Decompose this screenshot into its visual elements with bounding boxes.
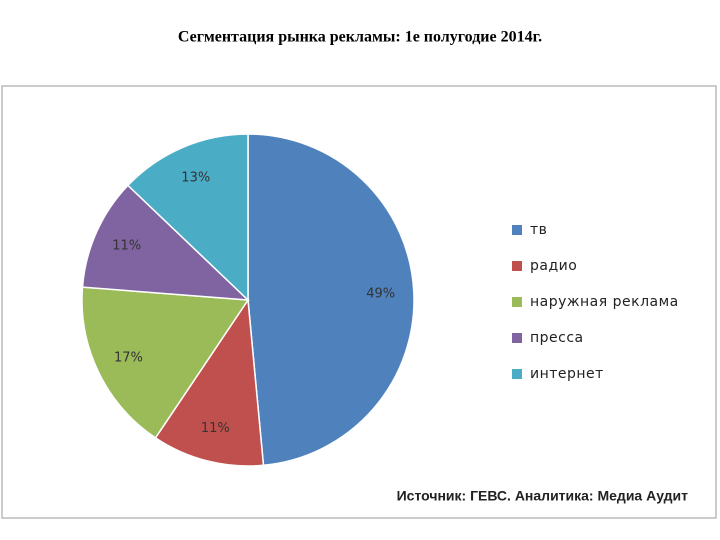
pie-slice xyxy=(247,133,415,467)
slice-label: 17% xyxy=(114,350,143,365)
legend-label: наружная реклама xyxy=(530,294,679,310)
pie-slice xyxy=(126,133,249,302)
slice-label: 11% xyxy=(201,421,230,436)
pie-slice xyxy=(81,184,251,301)
legend-swatch xyxy=(512,261,522,271)
legend-swatch xyxy=(512,225,522,235)
legend-swatch xyxy=(512,297,522,307)
slice-label: 49% xyxy=(366,286,395,301)
chart-title: Сегментация рынка рекламы: 1е полугодие … xyxy=(178,29,542,46)
slice-label: 11% xyxy=(112,238,141,253)
pie-slice xyxy=(81,286,250,439)
slice-label: 13% xyxy=(181,170,210,185)
legend-swatch xyxy=(512,369,522,379)
legend-label: тв xyxy=(530,222,547,238)
legend-label: интернет xyxy=(530,366,604,382)
pie-slice xyxy=(154,297,265,467)
source-note: Источник: ГЕВС. Аналитика: Медиа Аудит xyxy=(397,488,689,504)
legend-swatch xyxy=(512,333,522,343)
legend-label: радио xyxy=(530,258,577,274)
chart-frame xyxy=(1,85,717,519)
legend-label: пресса xyxy=(530,330,584,346)
